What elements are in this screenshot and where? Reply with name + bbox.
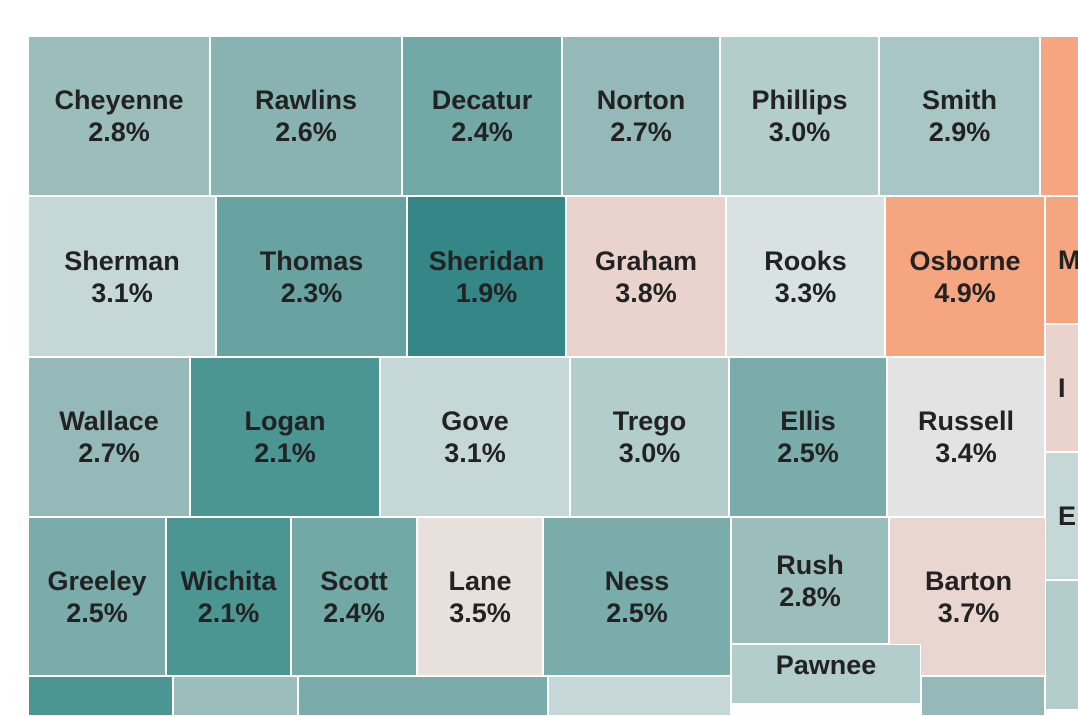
county-phillips: Phillips 3.0%	[720, 36, 879, 196]
county-name: Sheridan	[428, 245, 545, 276]
county-name: Rooks	[764, 245, 847, 276]
county-rate: 2.9%	[928, 117, 991, 147]
county-rate: 3.1%	[444, 438, 506, 468]
county-name: Greeley	[47, 565, 147, 596]
county-rate: 2.7%	[78, 438, 140, 468]
county-russell: Russell 3.4%	[887, 357, 1045, 517]
county-trego: Trego 3.0%	[570, 357, 729, 517]
county-decatur: Decatur 2.4%	[402, 36, 562, 196]
county-row5-c	[298, 676, 548, 716]
county-name: Wichita	[180, 565, 277, 596]
county-logan: Logan 2.1%	[190, 357, 380, 517]
county-scott: Scott 2.4%	[291, 517, 417, 676]
county-name: Lane	[448, 565, 512, 596]
county-rush: Rush 2.8%	[731, 517, 889, 644]
county-name: Norton	[596, 85, 686, 115]
county-rate: 2.4%	[451, 117, 513, 147]
county-rate: 3.1%	[91, 277, 153, 308]
county-east-bottom	[1045, 580, 1078, 710]
county-name: Wallace	[59, 406, 159, 436]
county-rate: 3.8%	[615, 277, 677, 308]
county-name: Ness	[604, 565, 670, 596]
county-cheyenne: Cheyenne 2.8%	[28, 36, 210, 196]
county-name: Rush	[776, 549, 844, 580]
county-name: Barton	[925, 565, 1012, 596]
county-east-e: E	[1045, 452, 1078, 580]
county-rate: 3.0%	[768, 117, 831, 147]
county-name: Pawnee	[775, 650, 877, 680]
county-rate: 3.3%	[774, 277, 837, 308]
county-name: Decatur	[431, 85, 533, 115]
county-name: I	[1058, 373, 1066, 403]
county-rate: 3.0%	[618, 438, 681, 468]
county-rate: 3.4%	[935, 438, 997, 468]
county-graham: Graham 3.8%	[566, 196, 726, 357]
county-rate: 4.9%	[934, 277, 996, 308]
county-rate: 1.9%	[455, 277, 518, 308]
county-wichita: Wichita 2.1%	[166, 517, 291, 676]
county-name: Phillips	[751, 85, 848, 115]
county-east-top	[1040, 36, 1078, 196]
county-rate: 2.5%	[66, 597, 128, 628]
county-rate: 3.7%	[937, 597, 1000, 628]
county-rate: 2.5%	[777, 438, 839, 468]
county-name: Scott	[320, 565, 388, 596]
county-rate: 3.5%	[449, 597, 511, 628]
county-rooks: Rooks 3.3%	[726, 196, 885, 357]
county-rate: 2.5%	[606, 597, 668, 628]
county-row5-d	[548, 676, 731, 716]
county-rate: 2.3%	[280, 277, 343, 308]
county-name: Gove	[441, 406, 509, 436]
county-ellis: Ellis 2.5%	[729, 357, 887, 517]
county-norton: Norton 2.7%	[562, 36, 720, 196]
county-name: Smith	[921, 85, 997, 115]
county-name: Logan	[244, 406, 326, 436]
county-wallace: Wallace 2.7%	[28, 357, 190, 517]
county-name: E	[1058, 501, 1077, 531]
county-rawlins: Rawlins 2.6%	[210, 36, 402, 196]
county-thomas: Thomas 2.3%	[216, 196, 407, 357]
county-rate: 2.1%	[254, 438, 316, 468]
county-greeley: Greeley 2.5%	[28, 517, 166, 676]
county-name: Cheyenne	[54, 85, 184, 115]
county-rate: 2.8%	[88, 117, 150, 147]
county-gove: Gove 3.1%	[380, 357, 570, 517]
county-name: Osborne	[909, 245, 1021, 276]
county-map: Cheyenne 2.8% Rawlins 2.6% Decatur 2.4% Norton…	[28, 36, 1078, 716]
county-name: Ellis	[780, 406, 836, 436]
county-name: Rawlins	[254, 85, 358, 115]
county-osborne: Osborne 4.9%	[885, 196, 1045, 357]
county-rate: 2.4%	[323, 597, 385, 628]
county-ness: Ness 2.5%	[543, 517, 731, 676]
county-name: Graham	[594, 245, 698, 276]
county-rate: 2.7%	[610, 117, 672, 147]
county-rate: 2.8%	[779, 581, 841, 612]
county-sherman: Sherman 3.1%	[28, 196, 216, 357]
county-row5-a	[28, 676, 173, 716]
county-lane: Lane 3.5%	[417, 517, 543, 676]
county-sheridan: Sheridan 1.9%	[407, 196, 566, 357]
county-name: Thomas	[259, 245, 364, 276]
county-rate: 2.1%	[197, 597, 260, 628]
county-name: Sherman	[64, 245, 180, 276]
county-row5-e	[921, 676, 1045, 716]
county-rate: 2.6%	[275, 117, 337, 147]
county-pawnee: Pawnee	[731, 644, 921, 704]
county-east-m: M	[1045, 196, 1078, 324]
county-name: Trego	[612, 406, 687, 436]
county-row5-b	[173, 676, 298, 716]
county-east-l: I	[1045, 324, 1078, 452]
county-smith: Smith 2.9%	[879, 36, 1040, 196]
county-name: Russell	[917, 406, 1015, 436]
county-name: M	[1058, 244, 1078, 276]
